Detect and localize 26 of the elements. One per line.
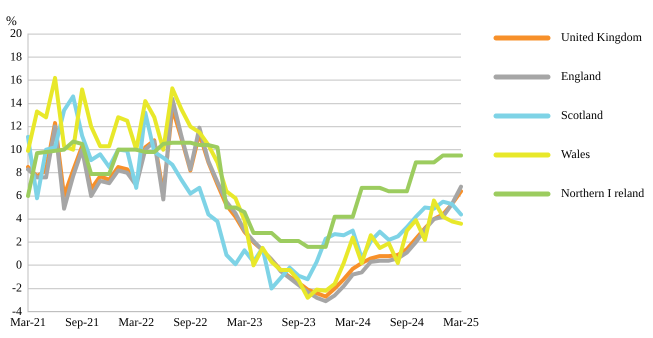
x-tick-label: Mar-25 [443,314,479,329]
y-tick-label: 12 [10,118,22,133]
x-tick-label: Mar-22 [118,314,154,329]
x-tick-label: Mar-24 [334,314,371,329]
x-tick-label: Sep-23 [282,314,316,329]
y-tick-label: 0 [16,257,22,272]
legend-label: Wales [561,147,590,162]
y-tick-label: 20 [10,26,22,40]
y-tick-label: 16 [10,72,22,86]
x-tick-label: Sep-24 [390,314,424,329]
y-tick-label: 4 [16,211,22,226]
legend-label: United Kingdom [561,30,643,44]
x-tick-label: Mar-23 [226,314,262,329]
y-tick-label: -2 [12,280,22,295]
y-tick-label: 18 [10,49,22,64]
y-tick-label: 6 [16,188,22,202]
legend-label: England [561,69,601,84]
x-tick-label: Sep-21 [65,314,100,329]
legend-label: Scotland [561,108,603,122]
y-tick-label: 8 [16,164,22,179]
x-tick-label: Sep-22 [173,314,208,329]
y-tick-label: 2 [16,234,22,248]
y-axis-title: % [6,12,17,28]
y-tick-label: 10 [10,142,22,156]
y-tick-label: 14 [10,96,22,110]
legend-label: Northern I reland [561,186,644,200]
